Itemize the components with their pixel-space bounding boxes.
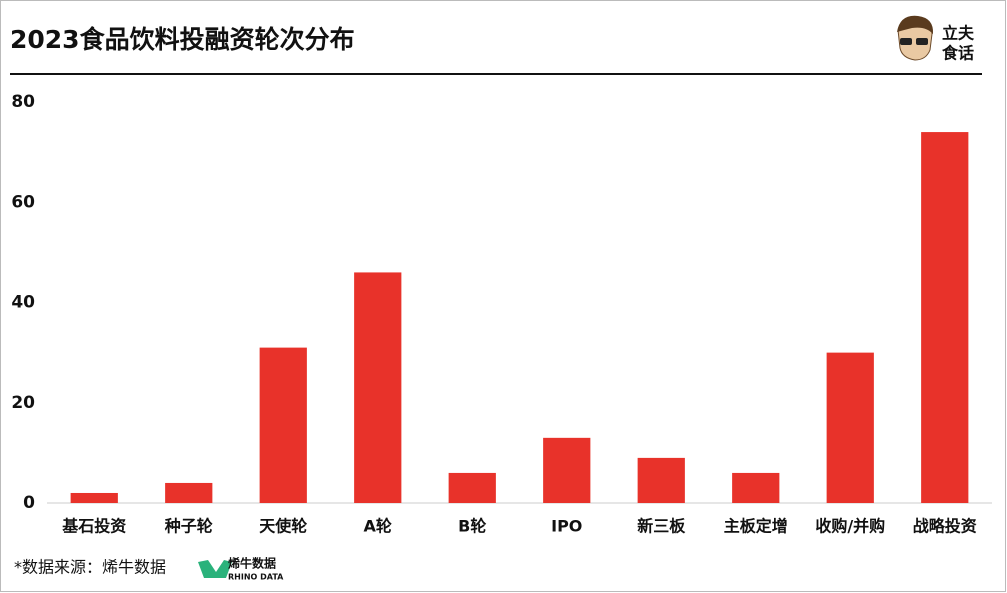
bar <box>637 457 685 503</box>
brand-icon <box>897 15 934 61</box>
y-tick-label: 60 <box>11 192 35 212</box>
x-tick-label: 战略投资 <box>913 517 977 536</box>
chart-title: 2023食品饮料投融资轮次分布 <box>10 25 355 54</box>
x-tick-label: B轮 <box>458 517 486 536</box>
bar <box>921 132 969 503</box>
bar <box>448 472 496 503</box>
x-tick-label: IPO <box>551 517 582 536</box>
bar <box>354 272 402 503</box>
x-tick-label: 基石投资 <box>61 517 126 536</box>
bar <box>732 472 780 503</box>
bar <box>165 482 213 503</box>
x-tick-label: 主板定增 <box>724 517 788 536</box>
source-logo-name: 烯牛数据 <box>228 556 276 571</box>
x-tick-label: A轮 <box>364 517 392 536</box>
x-tick-label: 天使轮 <box>259 517 307 536</box>
x-tick-label: 收购/并购 <box>815 517 885 536</box>
bar <box>259 347 307 503</box>
x-tick-label: 新三板 <box>637 517 686 536</box>
source-logo-sub: RHINO DATA <box>228 573 284 582</box>
bar <box>543 437 591 503</box>
bar <box>70 492 118 503</box>
brand-line: 食话 <box>941 44 974 63</box>
y-tick-label: 0 <box>23 493 35 513</box>
source-note: *数据来源：烯牛数据 <box>14 558 166 577</box>
brand-line: 立夫 <box>942 24 975 43</box>
source-logo-icon <box>198 560 232 578</box>
x-tick-label: 种子轮 <box>164 517 213 536</box>
y-tick-label: 40 <box>11 293 35 313</box>
y-tick-label: 20 <box>11 393 35 413</box>
bar <box>826 352 874 503</box>
y-tick-label: 80 <box>11 92 35 112</box>
